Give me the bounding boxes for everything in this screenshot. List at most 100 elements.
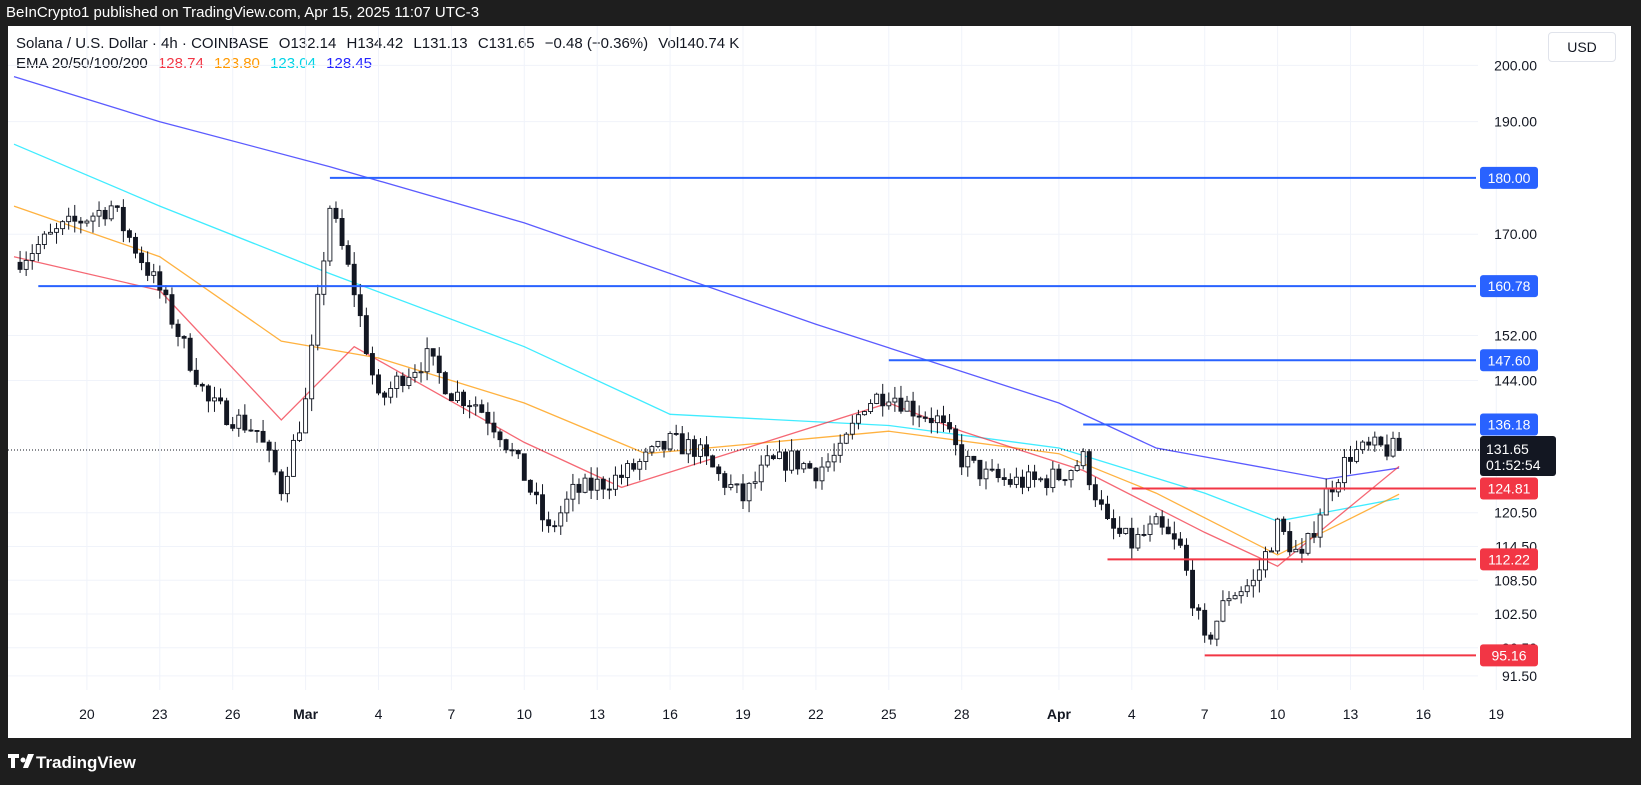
candle [102,209,108,220]
resistance-level-badge[interactable] [1480,349,1538,372]
y-tick-label: 170.00 [1494,226,1537,242]
candle [1056,468,1062,481]
resistance-level-label: 136.18 [1488,417,1531,433]
candle [242,414,248,431]
candle [746,482,752,502]
candle [1001,477,1007,480]
x-tick-label: 26 [225,706,241,722]
currency-button[interactable]: USD [1548,32,1616,62]
candle [218,397,224,402]
support-level-label: 124.81 [1488,480,1531,496]
candle [819,466,825,482]
candle [631,463,637,470]
candle [1275,518,1281,552]
x-tick-label: 28 [954,706,970,722]
candle [139,252,145,264]
candle [552,525,558,528]
candle [588,477,594,491]
symbol-info-row: Solana / U.S. Dollar · 4h · COINBASE O13… [16,34,739,54]
candle [619,474,624,478]
candle [1293,548,1299,553]
candle [400,375,406,386]
price-chart[interactable]: 20 23 26 Mar 4 7 10 13 16 19 22 25 28 Apr 4 7 10 13 16 19 20… [8,26,1631,738]
candle [345,245,351,265]
candle [752,481,758,484]
candle [728,484,734,488]
ema-100-value: 123.04 [270,55,316,72]
ema-line-100 [13,143,1400,522]
chart-panel[interactable]: Solana / U.S. Dollar · 4h · COINBASE O13… [8,26,1631,738]
ema-20-value: 128.74 [157,55,204,72]
candle [1007,479,1013,485]
candle [625,463,631,478]
candle [667,433,673,450]
candle [1232,595,1238,600]
candle [928,417,934,424]
candle [266,441,272,451]
candle [491,422,497,433]
resistance-level-badge[interactable] [1480,275,1538,298]
candle [953,428,959,446]
high-value: 134.42 [357,35,404,52]
candle [515,449,521,455]
candle [1335,482,1341,493]
candle [637,461,643,470]
candle [363,315,369,354]
high-label: H [346,35,358,52]
x-tick-label: 4 [375,706,383,722]
candle [1226,598,1232,602]
candle [278,471,284,495]
candle [181,336,187,339]
last-price-badge[interactable] [1480,436,1556,477]
x-tick-label: 16 [662,706,678,722]
candle [254,430,260,432]
candle [163,289,169,296]
candle [315,293,321,346]
candle [212,397,217,402]
candle [1220,600,1226,622]
candle [339,218,345,246]
candle [291,439,296,477]
ema-200-value: 128.45 [326,55,373,72]
publish-info: BeInCrypto1 published on TradingView.com… [6,4,480,21]
candle [1032,471,1038,480]
candle [1135,533,1141,549]
support-level-badge[interactable] [1480,548,1538,571]
candle [837,442,843,456]
candle [594,478,600,491]
candle [546,519,552,527]
candle [1026,471,1031,488]
candle [849,422,855,435]
candle [813,467,819,482]
candle [1256,569,1262,581]
candle [120,206,126,232]
resistance-level-label: 147.60 [1488,352,1531,368]
candle [540,494,545,521]
symbol-title[interactable]: Solana / U.S. Dollar · 4h · COINBASE [16,35,269,52]
candle [1202,609,1208,636]
candle [679,433,685,455]
candle [1244,585,1250,593]
candle [1196,607,1202,611]
candle [1147,523,1153,535]
support-level-badge[interactable] [1480,477,1538,500]
x-tick-label: Mar [293,706,318,722]
candle [582,477,588,493]
candle [1366,441,1372,446]
candle [880,393,886,407]
candle [1190,569,1196,609]
ema-label[interactable]: EMA 20/50/100/200 [16,55,148,72]
ema-50-value: 123.80 [214,55,260,72]
candle [1068,470,1074,481]
support-level-badge[interactable] [1480,644,1538,667]
candle [66,215,72,223]
x-tick-label: 7 [448,706,456,722]
countdown-label: 01:52:54 [1486,457,1541,473]
candle [321,260,327,295]
candle [1208,634,1214,640]
candle [388,388,394,398]
candle [922,416,928,419]
candle [357,294,363,317]
resistance-level-badge[interactable] [1480,166,1538,189]
resistance-level-badge[interactable] [1480,413,1538,436]
